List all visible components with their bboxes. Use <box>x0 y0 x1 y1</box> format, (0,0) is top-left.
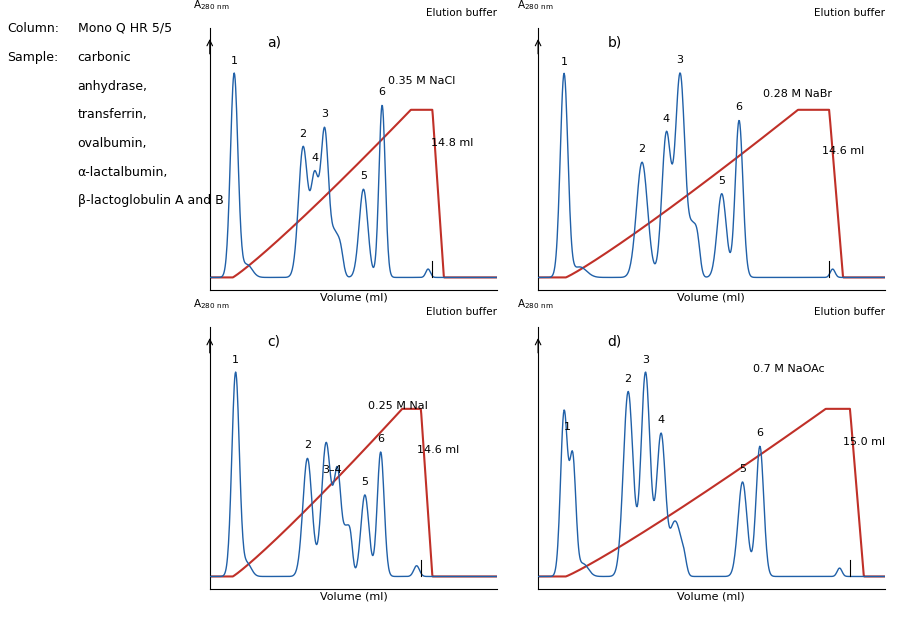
Text: 2: 2 <box>624 374 631 384</box>
Text: b): b) <box>607 36 621 50</box>
Text: Sample:: Sample: <box>7 51 58 64</box>
Text: ovalbumin,: ovalbumin, <box>77 137 147 150</box>
Text: A$_{\mathregular{280\ nm}}$: A$_{\mathregular{280\ nm}}$ <box>192 0 229 12</box>
Text: 15.0 ml: 15.0 ml <box>842 437 885 447</box>
Text: 4: 4 <box>657 415 664 425</box>
Text: c): c) <box>267 335 280 349</box>
Text: d): d) <box>607 335 621 349</box>
Text: anhydrase,: anhydrase, <box>77 80 148 93</box>
Text: A$_{\mathregular{280\ nm}}$: A$_{\mathregular{280\ nm}}$ <box>517 298 553 312</box>
Text: 5: 5 <box>738 464 745 474</box>
X-axis label: Volume (ml): Volume (ml) <box>677 591 744 602</box>
Text: 6: 6 <box>735 102 742 112</box>
Text: 6: 6 <box>377 434 384 444</box>
Text: carbonic: carbonic <box>77 51 131 64</box>
Text: 3–4: 3–4 <box>322 465 342 475</box>
Text: 1: 1 <box>230 56 238 66</box>
Text: A$_{\mathregular{280\ nm}}$: A$_{\mathregular{280\ nm}}$ <box>192 298 229 312</box>
Text: 4: 4 <box>662 115 670 125</box>
Text: 5: 5 <box>360 171 366 181</box>
Text: 14.8 ml: 14.8 ml <box>431 138 473 148</box>
Text: 0.35 M NaCl: 0.35 M NaCl <box>387 75 455 85</box>
Text: 4: 4 <box>311 153 318 163</box>
Text: 2: 2 <box>299 128 306 139</box>
Text: 0.25 M NaI: 0.25 M NaI <box>367 401 427 411</box>
Text: 2: 2 <box>303 440 311 450</box>
Text: Column:: Column: <box>7 22 59 35</box>
Text: 3: 3 <box>676 55 683 65</box>
Text: 3: 3 <box>641 354 649 364</box>
Text: 0.7 M NaOAc: 0.7 M NaOAc <box>752 364 824 374</box>
Text: a): a) <box>267 36 281 50</box>
Text: 1: 1 <box>563 422 570 432</box>
Text: 6: 6 <box>378 87 385 97</box>
Text: Elution buffer: Elution buffer <box>425 7 496 17</box>
Text: 1: 1 <box>232 355 239 365</box>
Text: 14.6 ml: 14.6 ml <box>822 146 864 156</box>
Text: Mono Q HR 5/5: Mono Q HR 5/5 <box>77 22 171 35</box>
Text: Elution buffer: Elution buffer <box>425 307 496 316</box>
Text: 2: 2 <box>638 145 645 155</box>
Text: A$_{\mathregular{280\ nm}}$: A$_{\mathregular{280\ nm}}$ <box>517 0 553 12</box>
Text: transferrin,: transferrin, <box>77 108 147 121</box>
Text: 6: 6 <box>755 428 763 438</box>
X-axis label: Volume (ml): Volume (ml) <box>319 591 387 602</box>
Text: α-lactalbumin,: α-lactalbumin, <box>77 166 168 179</box>
Text: Elution buffer: Elution buffer <box>813 307 884 316</box>
Text: 1: 1 <box>560 57 567 67</box>
X-axis label: Volume (ml): Volume (ml) <box>319 292 387 303</box>
Text: 3: 3 <box>321 109 328 119</box>
Text: 14.6 ml: 14.6 ml <box>416 445 458 455</box>
X-axis label: Volume (ml): Volume (ml) <box>677 292 744 303</box>
Text: 5: 5 <box>361 477 368 487</box>
Text: 0.28 M NaBr: 0.28 M NaBr <box>763 88 832 98</box>
Text: 5: 5 <box>718 176 724 186</box>
Text: Elution buffer: Elution buffer <box>813 7 884 17</box>
Text: β-lactoglobulin A and B: β-lactoglobulin A and B <box>77 194 223 207</box>
